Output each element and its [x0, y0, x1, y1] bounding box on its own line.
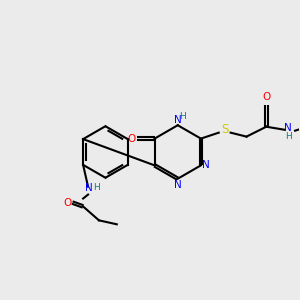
Text: N: N: [174, 115, 182, 125]
Text: O: O: [128, 134, 136, 144]
Text: N: N: [174, 180, 182, 190]
Text: H: H: [285, 132, 292, 141]
Text: N: N: [85, 183, 93, 193]
Text: N: N: [202, 160, 210, 170]
Text: S: S: [221, 123, 228, 136]
Text: H: H: [94, 183, 100, 192]
Text: O: O: [262, 92, 270, 102]
Text: O: O: [63, 197, 71, 208]
Text: N: N: [284, 123, 292, 133]
Text: H: H: [179, 112, 186, 121]
